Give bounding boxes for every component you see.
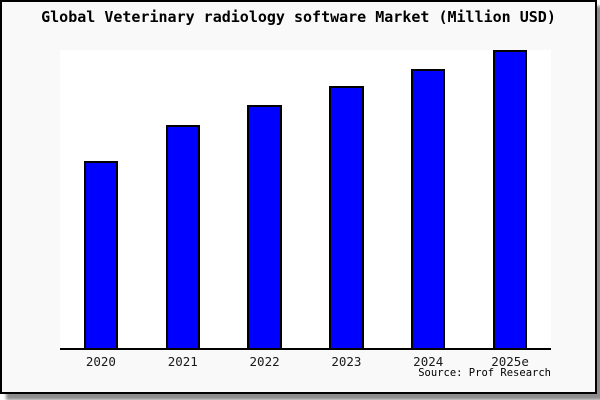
chart-title: Global Veterinary radiology software Mar… [41,8,556,26]
x-tick-labels: 2020 2021 2022 2023 2024 2025e [60,354,551,369]
bar-2023 [329,86,364,348]
source-caption: Source: Prof Research [418,367,551,379]
bar-2025e [492,50,528,348]
bar-2024 [411,68,446,348]
plot-area [60,50,551,350]
x-tick-label: 2021 [167,354,198,369]
bar-2021 [165,124,200,348]
bar-column [469,50,551,348]
bar-column [60,50,142,348]
bar-2020 [83,160,119,348]
x-tick-label: 2022 [249,354,280,369]
bar-column [142,50,224,348]
bar-column [224,50,306,348]
x-tick-label: 2024 [413,354,444,369]
bar-column [305,50,387,348]
x-tick-label: 2025e [491,354,529,369]
bar-2022 [247,105,282,348]
bars-row [60,50,551,348]
x-tick-label: 2023 [331,354,362,369]
x-tick-label: 2020 [85,354,116,369]
bar-column [387,50,469,348]
